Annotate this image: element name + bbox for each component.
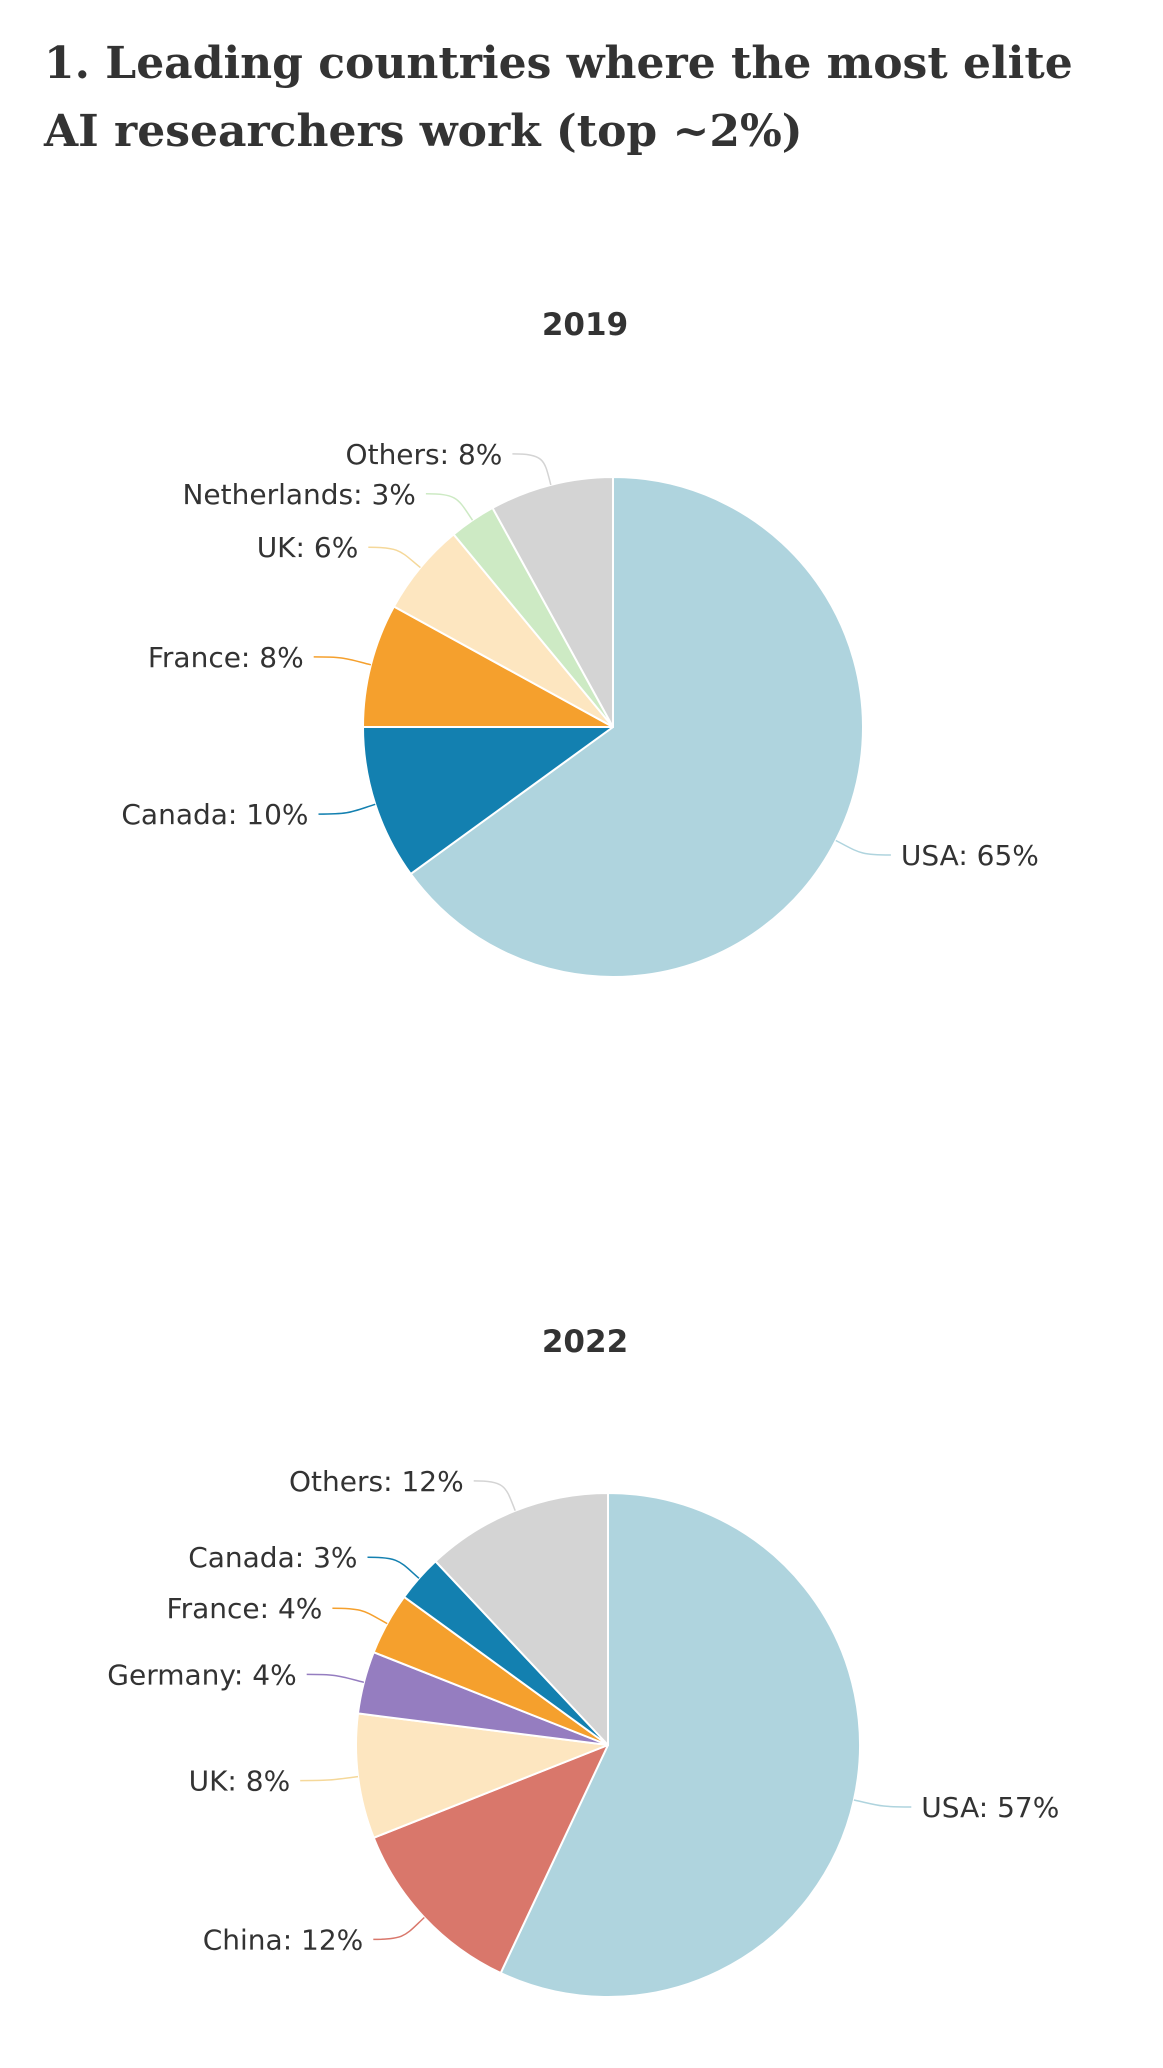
connector-2019-uk: [368, 546, 421, 569]
connector-2022-china: [373, 1916, 425, 1941]
connector-2022-france: [332, 1607, 388, 1625]
labels-2022: USA: 57% China: 12% UK: 8% Germany: 4% Franc…: [107, 1465, 1059, 1957]
slice-label-2022-others: Others: 12%: [289, 1465, 464, 1498]
chart-2019: 2019 USA: 65% Canada: 10% France: 8% UK: 6%…: [121, 307, 1039, 978]
chart-title-2019: 2019: [542, 307, 628, 343]
connectors-2019: [313, 453, 891, 856]
slices-2019: [362, 476, 865, 978]
connector-2022-canada: [367, 1556, 420, 1579]
page-title: 1. Leading countries where the most elit…: [44, 38, 1073, 157]
slice-label-2019-france: France: 8%: [148, 641, 304, 674]
chart-title-2022: 2022: [542, 1324, 628, 1360]
pie-slice-2022-others: [434, 1492, 609, 1746]
connector-2019-france: [313, 656, 372, 666]
connector-2019-netherlands: [425, 493, 474, 521]
slice-label-2019-canada: Canada: 10%: [121, 798, 308, 831]
connector-2019-canada: [318, 803, 376, 815]
slice-label-2019-uk: UK: 6%: [257, 531, 359, 564]
pie-slice-2022-usa: [499, 1492, 861, 1998]
connector-2019-usa: [835, 839, 891, 856]
connector-2019-others: [512, 453, 552, 486]
chart-2022: 2022 USA: 57% China: 12% UK: 8% Germany: 4%…: [107, 1324, 1059, 1998]
pie-slice-2019-canada: [362, 726, 614, 875]
connector-2022-usa: [853, 1799, 912, 1808]
slice-label-2019-usa: USA: 65%: [901, 839, 1039, 872]
slice-label-2022-usa: USA: 57%: [921, 1791, 1059, 1824]
slices-2022: [355, 1492, 861, 1998]
slice-label-2022-uk: UK: 8%: [189, 1765, 291, 1798]
slice-label-2019-netherlands: Netherlands: 3%: [182, 478, 415, 511]
slice-label-2022-germany: Germany: 4%: [107, 1658, 296, 1691]
connector-2022-uk: [300, 1775, 359, 1782]
connector-2022-others: [473, 1480, 516, 1511]
connectors-2022: [300, 1480, 912, 1941]
pie-slice-2019-usa: [409, 476, 865, 978]
slice-label-2022-canada: Canada: 3%: [188, 1541, 357, 1574]
slice-label-2022-china: China: 12%: [203, 1923, 364, 1956]
slice-label-2022-france: France: 4%: [167, 1592, 323, 1625]
slice-label-2019-others: Others: 8%: [346, 438, 503, 471]
pie-slice-2022-china: [372, 1744, 609, 1975]
labels-2019: USA: 65% Canada: 10% France: 8% UK: 6% Nethe…: [121, 438, 1039, 872]
connector-2022-germany: [306, 1673, 365, 1684]
